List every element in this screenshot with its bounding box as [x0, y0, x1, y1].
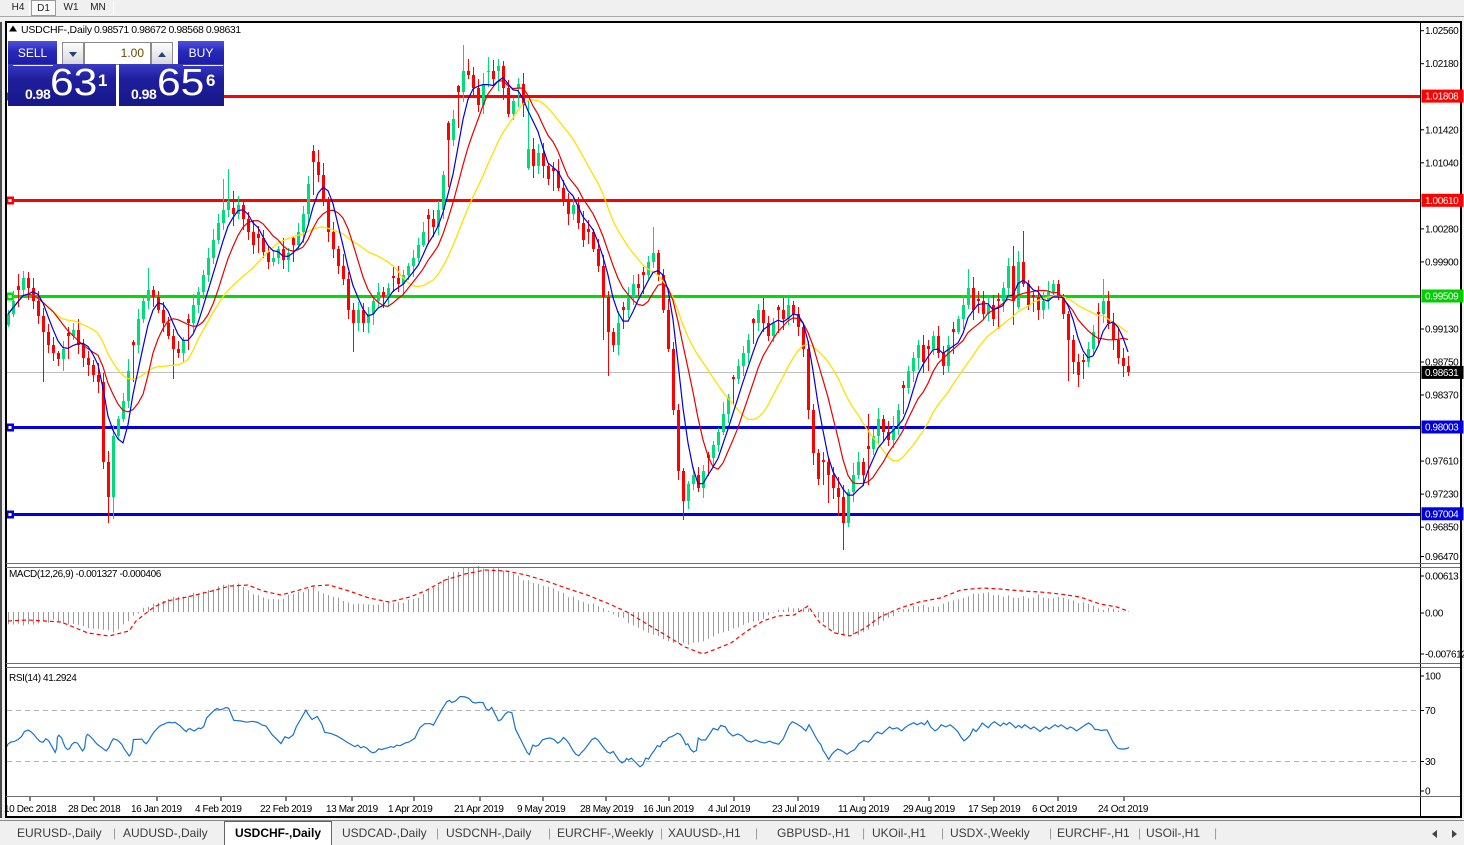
svg-text:24 Oct 2019: 24 Oct 2019	[1098, 804, 1149, 815]
svg-text:0.96850: 0.96850	[1425, 523, 1459, 534]
svg-text:0: 0	[1425, 787, 1431, 798]
svg-text:23 Jul 2019: 23 Jul 2019	[772, 804, 820, 815]
svg-text:0.98370: 0.98370	[1425, 391, 1459, 402]
svg-text:0.99509: 0.99509	[1425, 292, 1459, 303]
svg-text:0.99900: 0.99900	[1425, 257, 1459, 268]
svg-text:4 Feb 2019: 4 Feb 2019	[195, 804, 242, 815]
svg-text:0.99130: 0.99130	[1425, 325, 1459, 336]
svg-text:1.00280: 1.00280	[1425, 224, 1459, 235]
svg-text:16 Jan 2019: 16 Jan 2019	[131, 804, 182, 815]
svg-text:100: 100	[1425, 672, 1441, 683]
svg-text:28 Dec 2018: 28 Dec 2018	[68, 804, 121, 815]
svg-text:1.01040: 1.01040	[1425, 158, 1459, 169]
svg-text:0.98631: 0.98631	[1425, 368, 1459, 379]
svg-text:-0.0076123: -0.0076123	[1425, 650, 1464, 661]
svg-text:22 Feb 2019: 22 Feb 2019	[260, 804, 313, 815]
svg-text:1 Apr 2019: 1 Apr 2019	[388, 804, 433, 815]
svg-text:6 Oct 2019: 6 Oct 2019	[1032, 804, 1078, 815]
svg-text:1.02560: 1.02560	[1425, 26, 1459, 37]
svg-text:0.96470: 0.96470	[1425, 552, 1459, 563]
svg-text:9 May 2019: 9 May 2019	[517, 804, 566, 815]
svg-text:0.98571 0.98672 0.98568 0.9863: 0.98571 0.98672 0.98568 0.98631	[94, 24, 241, 36]
svg-text:1.01808: 1.01808	[1425, 92, 1459, 103]
svg-text:28 May 2019: 28 May 2019	[580, 804, 634, 815]
svg-text:13 Mar 2019: 13 Mar 2019	[326, 804, 379, 815]
svg-text:USDCHF-,Daily: USDCHF-,Daily	[21, 24, 93, 36]
svg-text:0.98750: 0.98750	[1425, 358, 1459, 369]
svg-text:16 Jun 2019: 16 Jun 2019	[643, 804, 694, 815]
svg-text:4 Jul 2019: 4 Jul 2019	[708, 804, 751, 815]
svg-text:29 Aug 2019: 29 Aug 2019	[903, 804, 956, 815]
svg-text:MACD(12,26,9) -0.001327 -0.000: MACD(12,26,9) -0.001327 -0.000406	[9, 569, 162, 580]
svg-text:0.97004: 0.97004	[1425, 509, 1459, 520]
svg-text:30: 30	[1425, 757, 1436, 768]
svg-text:0.97610: 0.97610	[1425, 457, 1459, 468]
svg-text:0.97230: 0.97230	[1425, 490, 1459, 501]
svg-text:1.00610: 1.00610	[1425, 196, 1459, 207]
svg-text:21 Apr 2019: 21 Apr 2019	[454, 804, 504, 815]
svg-text:1.01420: 1.01420	[1425, 125, 1459, 136]
svg-text:0.98003: 0.98003	[1425, 422, 1459, 433]
svg-text:RSI(14) 41.2924: RSI(14) 41.2924	[9, 673, 77, 684]
svg-text:70: 70	[1425, 706, 1436, 717]
svg-text:10 Dec 2018: 10 Dec 2018	[4, 804, 57, 815]
svg-text:0.00613: 0.00613	[1425, 572, 1459, 583]
svg-text:0.00: 0.00	[1425, 609, 1444, 620]
svg-text:17 Sep 2019: 17 Sep 2019	[968, 804, 1021, 815]
svg-text:1.02180: 1.02180	[1425, 59, 1459, 70]
svg-text:11 Aug 2019: 11 Aug 2019	[838, 804, 890, 815]
